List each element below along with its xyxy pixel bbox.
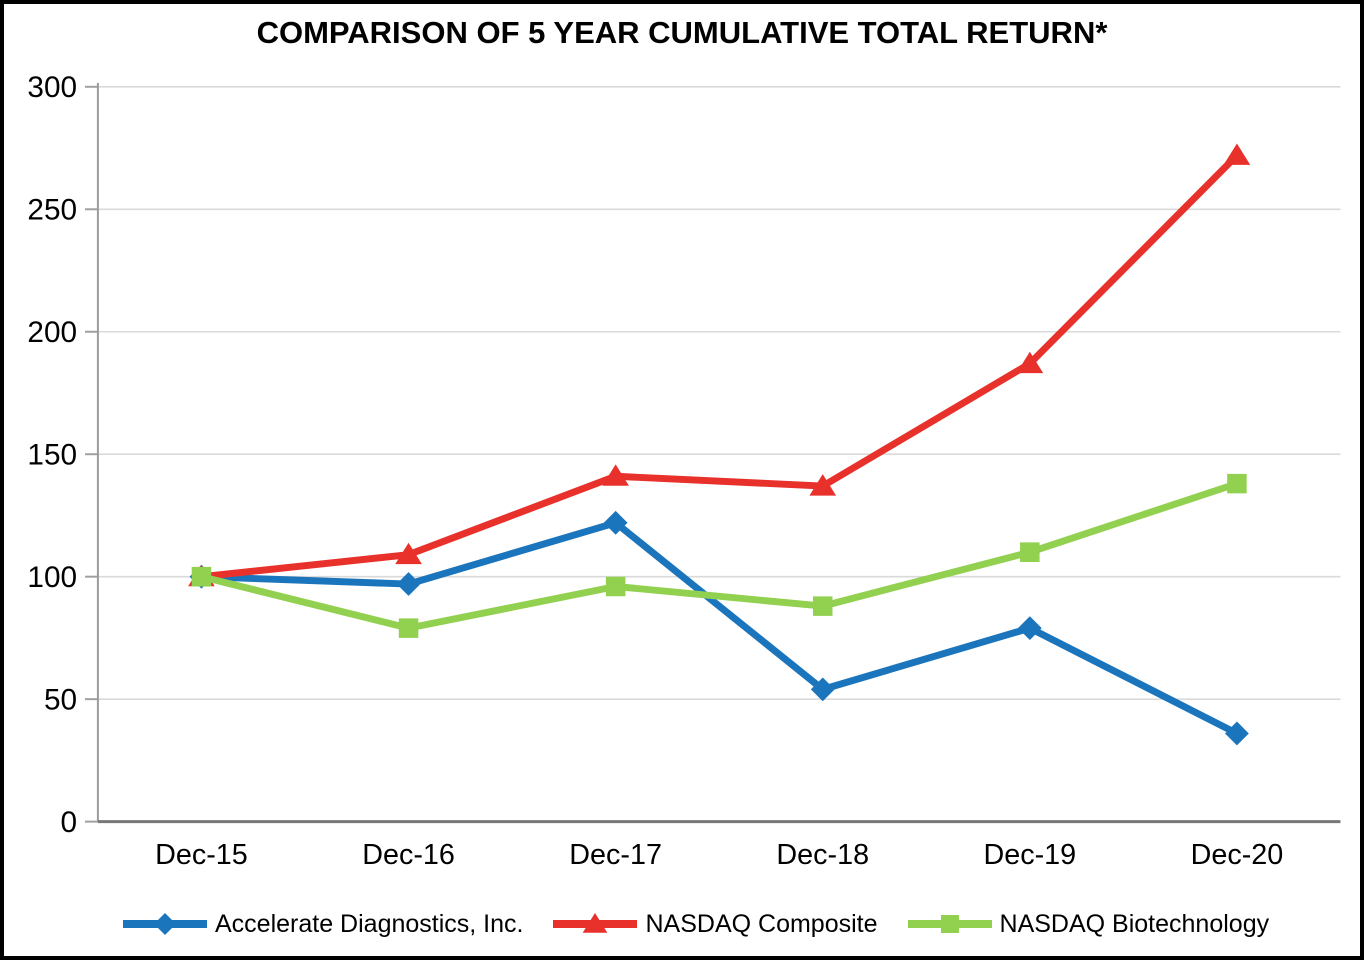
marker-square-dec-16-nasdaq-biotechnology: [398, 618, 419, 638]
marker-diamond-dec-20-accelerate-diagnostics-inc: [1225, 721, 1249, 746]
marker-triangle-dec-17-nasdaq-composite: [602, 464, 629, 486]
legend-item-accelerate-diagnostics: Accelerate Diagnostics, Inc.: [123, 908, 523, 940]
x-tick-label: Dec-16: [362, 839, 455, 871]
chart-title: COMPARISON OF 5 YEAR CUMULATIVE TOTAL RE…: [256, 15, 1108, 50]
triangle-line-legend-icon: [553, 913, 638, 933]
plot-area: 0 50 100 150 200 250 300 Dec-15 Dec-16 Dec-17 Dec-…: [27, 71, 1341, 871]
x-tick-label: Dec-20: [1191, 839, 1284, 871]
legend-item-nasdaq-biotechnology: NASDAQ Biotechnology: [907, 908, 1270, 940]
y-tick-label: 50: [44, 684, 77, 717]
marker-square-dec-15-nasdaq-biotechnology: [191, 566, 212, 587]
square-line-legend-icon: [907, 914, 992, 934]
marker-square-dec-17-nasdaq-biotechnology: [605, 576, 626, 597]
triangle-icon: [583, 913, 608, 933]
marker-triangle-dec-16-nasdaq-composite: [395, 542, 422, 565]
marker-triangle-dec-18-nasdaq-composite: [809, 474, 837, 496]
y-tick-label: 200: [27, 316, 77, 349]
marker-square-dec-20-nasdaq-biotechnology: [1227, 473, 1247, 494]
marker-diamond-dec-17-accelerate-diagnostics-inc: [603, 510, 628, 535]
x-tick-label: Dec-19: [983, 839, 1076, 871]
legend: Accelerate Diagnostics, Inc. NASDAQ Comp…: [123, 908, 1269, 940]
x-tick-label: Dec-18: [776, 839, 869, 871]
marker-diamond-dec-16-accelerate-diagnostics-inc: [396, 572, 421, 596]
legend-label: Accelerate Diagnostics, Inc.: [215, 909, 524, 938]
marker-square-dec-18-nasdaq-biotechnology: [812, 596, 833, 616]
x-tick-label: Dec-17: [569, 839, 662, 871]
y-tick-label: 100: [27, 561, 77, 594]
marker-triangle-dec-20-nasdaq-composite: [1223, 143, 1251, 165]
legend-item-nasdaq-composite: NASDAQ Composite: [553, 908, 878, 940]
y-tick-label: 300: [27, 71, 77, 104]
marker-diamond-dec-19-accelerate-diagnostics-inc: [1017, 616, 1042, 641]
x-tick-label: Dec-15: [155, 839, 248, 871]
y-tick-label: 0: [61, 806, 78, 839]
diamond-icon: [154, 913, 176, 935]
diamond-line-legend-icon: [123, 913, 207, 935]
series-line-nasdaq-composite: [197, 151, 1241, 581]
legend-label: NASDAQ Composite: [645, 909, 878, 938]
marker-diamond-dec-18-accelerate-diagnostics-inc: [810, 677, 835, 702]
marker-triangle-dec-19-nasdaq-composite: [1016, 351, 1044, 374]
series-line-nasdaq-biotechnology: [197, 480, 1241, 632]
series-line-accelerate-diagnostics-inc: [197, 519, 1241, 737]
y-tick-label: 250: [27, 194, 77, 227]
marker-square-dec-19-nasdaq-biotechnology: [1020, 542, 1040, 562]
square-icon: [940, 914, 959, 934]
y-tick-label: 150: [27, 439, 77, 472]
legend-label: NASDAQ Biotechnology: [999, 909, 1270, 938]
